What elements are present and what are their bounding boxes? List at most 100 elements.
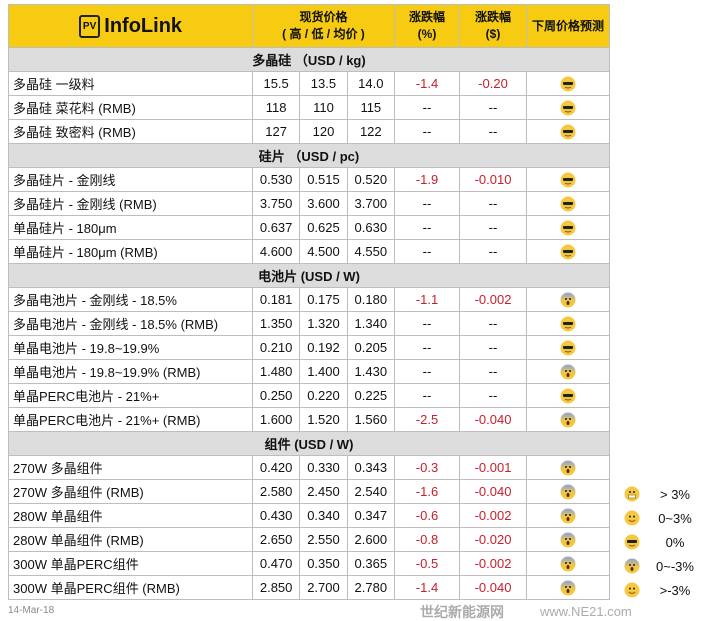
high-price: 0.210 bbox=[251, 335, 301, 360]
sunglasses-face-icon bbox=[560, 244, 576, 260]
scream-face-icon bbox=[560, 532, 576, 548]
change-pct: -0.8 bbox=[394, 527, 460, 552]
scream-face-icon bbox=[560, 484, 576, 500]
change-usd: -- bbox=[459, 95, 527, 120]
forecast-cell bbox=[526, 575, 610, 600]
scream-face-icon bbox=[560, 556, 576, 572]
scream-face-icon bbox=[560, 412, 576, 428]
high-price: 1.480 bbox=[251, 359, 301, 384]
change-pct: -1.4 bbox=[394, 575, 460, 600]
forecast-cell bbox=[526, 383, 610, 408]
sunglasses-face-icon bbox=[624, 534, 640, 550]
low-price: 13.5 bbox=[299, 71, 348, 96]
table-row: 多晶电池片 - 金刚线 - 18.5% 0.181 0.175 0.180 -1… bbox=[8, 287, 610, 312]
forecast-header: 下周价格预测 bbox=[526, 4, 610, 48]
avg-price: 4.550 bbox=[346, 239, 396, 264]
product-label: 多晶硅 菜花料 (RMB) bbox=[8, 95, 253, 120]
change-pct: -- bbox=[394, 119, 460, 144]
section-header: 组件 (USD / W) bbox=[8, 431, 610, 456]
low-price: 0.350 bbox=[299, 551, 348, 576]
sunglasses-face-icon bbox=[560, 388, 576, 404]
forecast-cell bbox=[526, 95, 610, 120]
low-price: 0.515 bbox=[299, 167, 348, 192]
avg-price: 2.540 bbox=[346, 479, 396, 504]
table-row: 多晶硅片 - 金刚线 (RMB) 3.750 3.600 3.700 -- -- bbox=[8, 191, 610, 216]
product-label: 单晶电池片 - 19.8~19.9% (RMB) bbox=[8, 359, 253, 384]
change-pct: -- bbox=[394, 239, 460, 264]
change-usd: -- bbox=[459, 335, 527, 360]
legend-item: > 3% bbox=[624, 482, 700, 506]
low-price: 110 bbox=[299, 95, 348, 120]
table-row: 280W 单晶组件 0.430 0.340 0.347 -0.6 -0.002 bbox=[8, 503, 610, 528]
change-usd: -- bbox=[459, 119, 527, 144]
forecast-cell bbox=[526, 527, 610, 552]
section-header: 硅片 （USD / pc) bbox=[8, 143, 610, 168]
scream-face-icon bbox=[560, 292, 576, 308]
forecast-cell bbox=[526, 191, 610, 216]
high-price: 118 bbox=[251, 95, 301, 120]
product-label: 单晶PERC电池片 - 21%+ bbox=[8, 383, 253, 408]
sunglasses-face-icon bbox=[560, 124, 576, 140]
logo: PV InfoLink bbox=[8, 4, 253, 48]
product-label: 多晶硅片 - 金刚线 bbox=[8, 167, 253, 192]
sunglasses-face-icon bbox=[560, 316, 576, 332]
change-pct: -1.6 bbox=[394, 479, 460, 504]
scream-face-icon bbox=[560, 508, 576, 524]
change-usd-header: 涨跌幅 ($) bbox=[459, 4, 527, 48]
high-price: 2.650 bbox=[251, 527, 301, 552]
low-price: 0.220 bbox=[299, 383, 348, 408]
change-usd: -0.010 bbox=[459, 167, 527, 192]
legend-item: 0~3% bbox=[624, 506, 700, 530]
product-label: 多晶硅 致密料 (RMB) bbox=[8, 119, 253, 144]
table-row: 280W 单晶组件 (RMB) 2.650 2.550 2.600 -0.8 -… bbox=[8, 527, 610, 552]
product-label: 单晶硅片 - 180μm (RMB) bbox=[8, 239, 253, 264]
sunglasses-face-icon bbox=[560, 76, 576, 92]
section-header: 电池片 (USD / W) bbox=[8, 263, 610, 288]
forecast-cell bbox=[526, 335, 610, 360]
high-price: 1.350 bbox=[251, 311, 301, 336]
forecast-cell bbox=[526, 551, 610, 576]
section-header: 多晶硅 （USD / kg) bbox=[8, 47, 610, 72]
low-price: 0.192 bbox=[299, 335, 348, 360]
high-price: 0.470 bbox=[251, 551, 301, 576]
forecast-cell bbox=[526, 311, 610, 336]
avg-price: 122 bbox=[346, 119, 396, 144]
low-price: 120 bbox=[299, 119, 348, 144]
table-row: 单晶硅片 - 180μm 0.637 0.625 0.630 -- -- bbox=[8, 215, 610, 240]
high-price: 3.750 bbox=[251, 191, 301, 216]
sweat-face-icon bbox=[624, 582, 640, 598]
low-price: 0.340 bbox=[299, 503, 348, 528]
low-price: 1.400 bbox=[299, 359, 348, 384]
avg-price: 0.205 bbox=[346, 335, 396, 360]
avg-price: 2.780 bbox=[346, 575, 396, 600]
legend-item: 0~-3% bbox=[624, 554, 700, 578]
spot-price-header: 现货价格( 高 / 低 / 均价 ) bbox=[251, 4, 396, 48]
legend: > 3% 0~3% 0% 0~-3% >-3% bbox=[624, 482, 700, 602]
high-price: 4.600 bbox=[251, 239, 301, 264]
avg-price: 1.430 bbox=[346, 359, 396, 384]
sunglasses-face-icon bbox=[560, 196, 576, 212]
change-pct: -- bbox=[394, 359, 460, 384]
change-pct: -- bbox=[394, 191, 460, 216]
change-usd: -- bbox=[459, 191, 527, 216]
avg-price: 1.340 bbox=[346, 311, 396, 336]
change-pct: -1.9 bbox=[394, 167, 460, 192]
change-pct: -- bbox=[394, 311, 460, 336]
change-usd: -0.020 bbox=[459, 527, 527, 552]
change-pct-header: 涨跌幅 (%) bbox=[394, 4, 460, 48]
high-price: 0.250 bbox=[251, 383, 301, 408]
change-pct: -0.5 bbox=[394, 551, 460, 576]
scream-face-icon bbox=[560, 460, 576, 476]
table-row: 270W 多晶组件 0.420 0.330 0.343 -0.3 -0.001 bbox=[8, 455, 610, 480]
legend-item: 0% bbox=[624, 530, 700, 554]
low-price: 0.330 bbox=[299, 455, 348, 480]
date: 14-Mar-18 bbox=[8, 605, 55, 616]
forecast-cell bbox=[526, 503, 610, 528]
product-label: 单晶PERC电池片 - 21%+ (RMB) bbox=[8, 407, 253, 432]
change-pct: -- bbox=[394, 335, 460, 360]
low-price: 2.450 bbox=[299, 479, 348, 504]
scream-face-icon bbox=[560, 580, 576, 596]
grin-face-icon bbox=[624, 486, 640, 502]
forecast-cell bbox=[526, 71, 610, 96]
table-row: 多晶硅 菜花料 (RMB) 118 110 115 -- -- bbox=[8, 95, 610, 120]
